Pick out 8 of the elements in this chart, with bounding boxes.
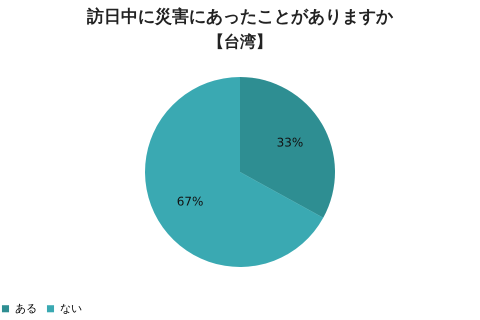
- pie-slice: [145, 77, 324, 267]
- data-label: 67%: [176, 194, 204, 209]
- legend-label: ある: [15, 302, 37, 315]
- pie-slice: [240, 77, 335, 218]
- data-label: 33%: [276, 135, 304, 150]
- chart-title: 訪日中に災害にあったことがありますか: [86, 7, 394, 27]
- chart-subtitle: 【台湾】: [208, 32, 272, 51]
- legend-label: ない: [60, 302, 82, 315]
